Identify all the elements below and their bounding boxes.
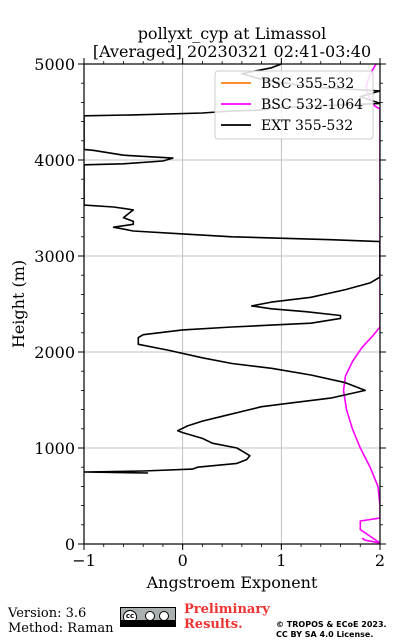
legend-label-1: BSC 532-1064 (261, 97, 363, 113)
legend: BSC 355-532 BSC 532-1064 EXT 355-532 (214, 70, 374, 140)
x-tick-label: 1 (276, 551, 286, 570)
y-tick-label: 3000 (34, 247, 75, 266)
y-tick-label: 4000 (34, 151, 75, 170)
x-tick-label: −1 (72, 551, 96, 570)
preliminary-results-note: Preliminary Results. (184, 602, 270, 632)
x-axis-label: Angstroem Exponent (146, 573, 318, 592)
plot-frame (83, 63, 381, 545)
x-tick-label: 2 (375, 551, 385, 570)
version-text: Version: 3.6 (8, 606, 87, 621)
y-tick-label: 0 (65, 535, 75, 554)
preliminary-line2: Results. (184, 617, 243, 632)
chart-title-line2: [Averaged] 20230321 02:41-03:40 (93, 42, 371, 61)
legend-label-2: EXT 355-532 (261, 118, 353, 134)
chart-title-line1: pollyxt_cyp at Limassol (138, 24, 327, 43)
x-tick-labels: −1 0 1 2 (72, 551, 385, 570)
series-line-2 (84, 64, 380, 474)
y-tick-labels: 0 1000 2000 3000 4000 5000 (34, 55, 75, 554)
y-tick-label: 5000 (34, 55, 75, 74)
preliminary-line1: Preliminary (184, 602, 270, 617)
copyright-line1: © TROPOS & ECoE 2023. (276, 620, 387, 629)
y-axis-label: Height (m) (9, 260, 28, 348)
legend-label-0: BSC 355-532 (261, 76, 354, 92)
method-text: Method: Raman (8, 621, 114, 636)
x-tick-label: 0 (178, 551, 188, 570)
axis-ticks (78, 58, 386, 550)
y-tick-label: 2000 (34, 343, 75, 362)
y-tick-label: 1000 (34, 439, 75, 458)
legend-entries: BSC 355-532 BSC 532-1064 EXT 355-532 (221, 76, 363, 134)
chart: pollyxt_cyp at Limassol [Averaged] 20230… (9, 24, 386, 592)
copyright-line2: CC BY SA 4.0 License. (276, 630, 374, 639)
cc-by-sa-icon: cc (120, 607, 176, 627)
copyright-note: © TROPOS & ECoE 2023. CC BY SA 4.0 Licen… (276, 620, 387, 640)
legend-box (214, 70, 374, 140)
